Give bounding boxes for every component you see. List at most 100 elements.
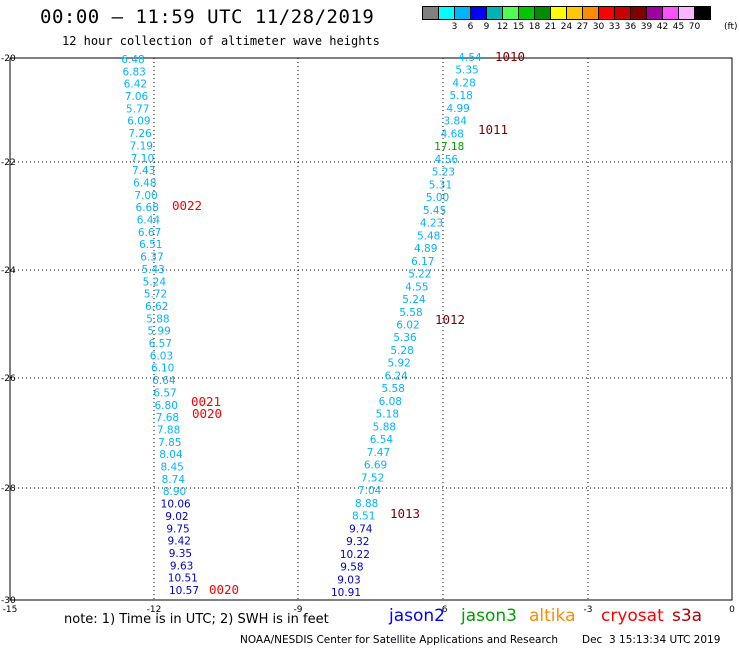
- satellite-legend-jason2: jason2: [389, 606, 445, 626]
- swh-value-right: 5.45: [423, 205, 446, 217]
- swh-value-right: 5.88: [373, 421, 396, 433]
- swh-value-left: 8.45: [160, 462, 183, 474]
- swh-value-left: 6.42: [124, 79, 147, 91]
- swh-value-left: 6.51: [139, 239, 162, 251]
- lat-tick-label: -20: [1, 54, 16, 64]
- swh-value-left: 5.88: [146, 313, 169, 325]
- time-label: 0020: [192, 406, 222, 421]
- swh-value-right: 5.18: [449, 90, 472, 102]
- lat-tick-label: -22: [1, 158, 16, 168]
- swh-value-left: 8.90: [163, 486, 186, 498]
- lat-tick-label: -24: [1, 266, 16, 276]
- color-scale-label: 24: [560, 22, 573, 32]
- swh-value-left: 6.62: [145, 301, 168, 313]
- swh-value-left: 10.57: [169, 585, 199, 597]
- lon-tick-label: 0: [729, 605, 735, 615]
- swh-value-left: 7.85: [158, 437, 181, 449]
- satellite-legend-cryosat: cryosat: [601, 606, 664, 626]
- swh-value-right: 4.55: [405, 281, 428, 293]
- swh-value-left: 6.67: [138, 227, 161, 239]
- lon-tick-label: -3: [584, 605, 593, 615]
- color-scale-label: 15: [512, 22, 525, 32]
- swh-value-right: 5.48: [417, 230, 440, 242]
- lat-tick-label: -28: [1, 484, 16, 494]
- swh-value-right: 9.32: [346, 536, 369, 548]
- swh-value-left: 7.26: [128, 128, 152, 140]
- swh-value-right: 8.51: [352, 511, 375, 523]
- color-scale-label: 70: [688, 22, 701, 32]
- swh-value-right: 4.99: [446, 103, 469, 115]
- time-label: 1010: [495, 49, 525, 64]
- swh-value-right: 6.02: [396, 320, 419, 332]
- swh-value-left: 6.64: [152, 375, 176, 387]
- swh-value-right: 5.18: [376, 409, 399, 421]
- lat-tick-label: -26: [1, 374, 16, 384]
- swh-value-left: 6.03: [150, 350, 173, 362]
- lon-tick-label: -9: [294, 605, 303, 615]
- color-scale-label: 39: [640, 22, 653, 32]
- page-subtitle: 12 hour collection of altimeter wave hei…: [62, 34, 380, 48]
- swh-value-right: 5.31: [429, 179, 452, 191]
- swh-value-right: 4.23: [420, 218, 443, 230]
- swh-value-left: 7.10: [131, 153, 154, 165]
- swh-value-left: 6.57: [153, 387, 176, 399]
- credit-timestamp: Dec 3 15:13:34 UTC 2019: [582, 634, 721, 646]
- satellite-legend-jason3: jason3: [461, 606, 517, 626]
- color-scale-cell: [694, 6, 711, 20]
- color-scale-label: 9: [483, 22, 490, 32]
- swh-value-right: 5.36: [393, 332, 417, 344]
- swh-value-left: 6.09: [127, 116, 150, 128]
- swh-value-right: 6.69: [364, 460, 387, 472]
- swh-value-left: 7.06: [125, 91, 149, 103]
- swh-value-right: 6.08: [379, 396, 402, 408]
- swh-value-right: 9.03: [337, 574, 360, 586]
- color-scale-unit: (ft): [724, 22, 738, 32]
- swh-value-right: 4.28: [452, 77, 475, 89]
- time-label: 0021: [191, 394, 221, 409]
- swh-value-right: 5.58: [399, 307, 422, 319]
- swh-value-right: 5.58: [382, 383, 405, 395]
- swh-value-right: 5.92: [387, 358, 410, 370]
- swh-value-left: 6.44: [137, 215, 161, 227]
- swh-value-left: 7.43: [132, 165, 155, 177]
- color-scale-label: 3: [451, 22, 458, 32]
- color-scale-bar: [422, 6, 711, 20]
- footer-note: note: 1) Time is in UTC; 2) SWH is in fe…: [64, 612, 329, 627]
- swh-value-left: 6.57: [149, 338, 172, 350]
- swh-value-right: 4.89: [414, 243, 437, 255]
- swh-value-left: 7.00: [134, 190, 157, 202]
- lon-tick-label: -6: [439, 605, 448, 615]
- swh-value-left: 5.77: [126, 103, 149, 115]
- swh-value-right: 5.24: [402, 294, 426, 306]
- swh-value-right: 3.84: [444, 116, 468, 128]
- swh-value-left: 10.06: [161, 499, 191, 511]
- time-label: 0020: [209, 582, 239, 597]
- swh-value-right: 9.74: [349, 523, 373, 535]
- swh-value-left: 6.80: [155, 400, 178, 412]
- swh-value-right: 5.28: [390, 345, 413, 357]
- time-label: 1011: [478, 122, 508, 137]
- swh-value-left: 9.02: [165, 511, 188, 523]
- swh-value-left: 6.83: [122, 66, 145, 78]
- swh-value-left: 6.10: [151, 363, 174, 375]
- time-label: 1012: [435, 312, 465, 327]
- swh-value-right: 17.18: [434, 141, 464, 153]
- swh-value-right: 8.88: [355, 498, 378, 510]
- swh-value-right: 6.24: [384, 370, 408, 382]
- swh-value-right: 4.54: [458, 52, 482, 64]
- swh-value-left: 5.43: [141, 264, 164, 276]
- swh-value-right: 6.54: [370, 434, 394, 446]
- color-scale-label: 30: [592, 22, 605, 32]
- swh-value-left: 7.88: [157, 424, 180, 436]
- color-scale-label: 36: [624, 22, 637, 32]
- swh-value-left: 8.04: [159, 449, 183, 461]
- swh-value-left: 10.51: [168, 573, 198, 585]
- lon-tick-label: -15: [3, 605, 18, 615]
- color-scale-label: 33: [608, 22, 621, 32]
- color-scale-label: 6: [467, 22, 474, 32]
- swh-value-right: 4.68: [441, 128, 464, 140]
- color-scale-label: 21: [544, 22, 557, 32]
- time-label: 0022: [172, 198, 202, 213]
- lon-tick-label: -12: [147, 605, 162, 615]
